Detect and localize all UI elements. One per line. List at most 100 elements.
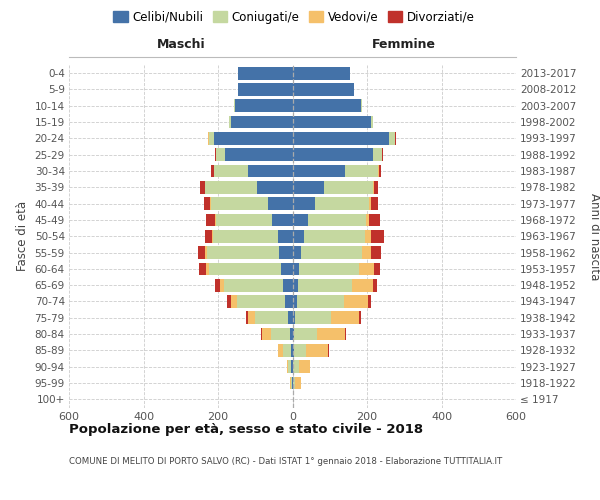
Bar — [261, 328, 262, 340]
Bar — [298, 279, 352, 291]
Bar — [271, 328, 290, 340]
Bar — [283, 279, 293, 291]
Bar — [248, 312, 254, 324]
Bar — [212, 230, 213, 242]
Bar — [369, 198, 371, 210]
Bar — [211, 164, 214, 177]
Bar — [215, 148, 216, 161]
Bar — [293, 132, 389, 145]
Bar — [299, 360, 310, 373]
Bar — [295, 376, 301, 390]
Bar — [365, 230, 371, 242]
Bar — [272, 214, 293, 226]
Bar — [293, 344, 295, 357]
Bar — [246, 312, 248, 324]
Bar — [359, 312, 361, 324]
Bar — [389, 132, 395, 145]
Bar — [200, 181, 205, 194]
Bar — [295, 312, 331, 324]
Text: Maschi: Maschi — [157, 38, 205, 51]
Bar — [262, 328, 271, 340]
Bar — [293, 116, 371, 128]
Bar — [216, 214, 272, 226]
Bar — [238, 67, 293, 80]
Bar — [215, 279, 220, 291]
Bar — [293, 164, 344, 177]
Bar — [288, 312, 293, 324]
Bar — [305, 344, 328, 357]
Bar — [257, 181, 293, 194]
Bar — [371, 198, 378, 210]
Bar — [235, 100, 293, 112]
Bar — [295, 328, 317, 340]
Bar — [292, 376, 293, 390]
Bar — [211, 198, 268, 210]
Bar — [382, 148, 383, 161]
Bar — [215, 214, 216, 226]
Bar — [205, 230, 212, 242]
Bar — [371, 230, 384, 242]
Bar — [328, 344, 329, 357]
Bar — [287, 360, 289, 373]
Bar — [234, 100, 235, 112]
Bar — [366, 214, 369, 226]
Bar — [324, 181, 373, 194]
Bar — [290, 344, 293, 357]
Bar — [224, 279, 283, 291]
Bar — [205, 181, 257, 194]
Bar — [292, 360, 293, 373]
Bar — [278, 230, 293, 242]
Bar — [331, 312, 359, 324]
Bar — [374, 181, 378, 194]
Bar — [226, 148, 293, 161]
Bar — [254, 312, 288, 324]
Bar — [214, 164, 248, 177]
Bar — [268, 198, 293, 210]
Bar — [297, 295, 344, 308]
Bar — [209, 262, 281, 275]
Bar — [293, 360, 299, 373]
Bar — [308, 214, 366, 226]
Bar — [293, 295, 297, 308]
Bar — [299, 262, 359, 275]
Bar — [362, 246, 371, 259]
Bar — [210, 198, 211, 210]
Bar — [293, 100, 361, 112]
Bar — [371, 116, 373, 128]
Bar — [236, 295, 285, 308]
Bar — [344, 295, 368, 308]
Bar — [231, 295, 236, 308]
Bar — [227, 295, 231, 308]
Bar — [199, 262, 206, 275]
Bar — [238, 83, 293, 96]
Bar — [290, 328, 293, 340]
Bar — [213, 230, 278, 242]
Bar — [280, 246, 293, 259]
Bar — [315, 198, 369, 210]
Bar — [373, 181, 374, 194]
Bar — [304, 230, 365, 242]
Y-axis label: Anni di nascita: Anni di nascita — [588, 192, 600, 280]
Bar — [293, 312, 295, 324]
Bar — [301, 246, 362, 259]
Bar — [293, 67, 350, 80]
Bar — [248, 164, 293, 177]
Bar — [371, 246, 381, 259]
Bar — [293, 148, 373, 161]
Bar — [317, 328, 344, 340]
Bar — [373, 148, 382, 161]
Bar — [220, 279, 224, 291]
Bar — [197, 246, 205, 259]
Bar — [379, 164, 381, 177]
Bar — [205, 246, 207, 259]
Bar — [369, 214, 380, 226]
Text: COMUNE DI MELITO DI PORTO SALVO (RC) - Dati ISTAT 1° gennaio 2018 - Elaborazione: COMUNE DI MELITO DI PORTO SALVO (RC) - D… — [69, 458, 502, 466]
Bar — [359, 262, 374, 275]
Bar — [289, 360, 292, 373]
Bar — [281, 262, 293, 275]
Bar — [285, 295, 293, 308]
Bar — [293, 198, 315, 210]
Bar — [293, 246, 301, 259]
Bar — [378, 164, 379, 177]
Bar — [293, 328, 295, 340]
